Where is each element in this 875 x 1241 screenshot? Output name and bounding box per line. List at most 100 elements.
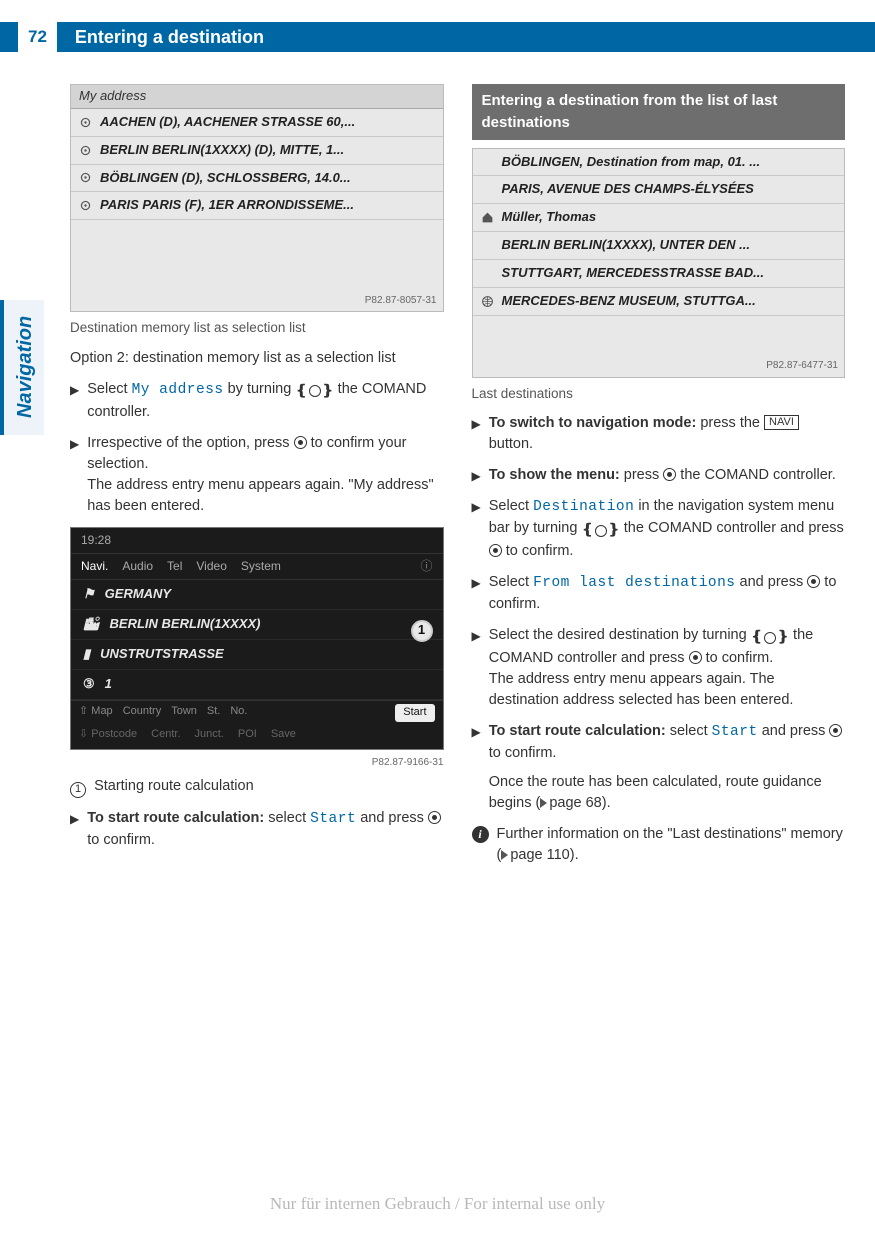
text: to confirm.: [702, 650, 774, 666]
screenshot-caption: Destination memory list as selection lis…: [70, 318, 444, 338]
screenshot-last-destinations: BÖBLINGEN, Destination from map, 01. ...…: [472, 148, 846, 378]
screenshot-address-entry: 19:28 Navi. Audio Tel Video System ⓘ ⚑GE…: [70, 527, 444, 750]
step-title: To show the menu:: [489, 467, 620, 483]
screenshot-bottom-bar-2: ⇩ Postcode Centr. Junct. POI Save: [71, 725, 443, 749]
step: ▶ To switch to navigation mode: press th…: [472, 413, 846, 455]
step: ▶ To start route calculation: select Sta…: [70, 808, 444, 851]
clock-text: 19:28: [81, 532, 111, 549]
screenshot-caption: Last destinations: [472, 384, 846, 404]
list-item: ▮ UNSTRUTSTRASSE: [71, 640, 443, 670]
step-body: To start route calculation: select Start…: [489, 721, 845, 814]
turn-controller-icon: ❴❵: [295, 381, 333, 402]
list-item: Müller, Thomas: [473, 204, 845, 232]
text: to confirm.: [87, 832, 155, 848]
text: Starting route calculation: [94, 778, 254, 794]
text: The address entry menu appears again. "M…: [87, 477, 433, 514]
left-column: My address AACHEN (D), AACHENER STRASSE …: [70, 84, 444, 866]
list-item: PARIS, AVENUE DES CHAMPS-ÉLYSÉES: [473, 176, 845, 204]
press-controller-icon: [663, 468, 676, 481]
menu-item: ⇧ Map: [79, 704, 113, 722]
text: to confirm.: [489, 745, 557, 761]
list-item-text: UNSTRUTSTRASSE: [100, 645, 224, 664]
screenshot-bottom-bar: ⇧ Map Country Town St. No. Start: [71, 700, 443, 725]
target-icon: [79, 144, 92, 157]
menu-item: ⇩ Postcode: [79, 727, 137, 743]
text: select: [264, 810, 310, 826]
text: Select: [489, 574, 533, 590]
list-item: STUTTGART, MERCEDESSTRASSE BAD...: [473, 260, 845, 288]
paragraph: Option 2: destination memory list as a s…: [70, 348, 444, 369]
navi-button-icon: NAVI: [764, 415, 799, 430]
road-icon: ▮: [83, 645, 90, 664]
step-body: Select My address by turning ❴❵ the COMA…: [87, 379, 443, 423]
menu-item: POI: [238, 727, 257, 743]
step: ▶ Select My address by turning ❴❵ the CO…: [70, 379, 444, 423]
side-tab-label: Navigation: [11, 316, 40, 418]
screenshot-top-bar: 19:28: [71, 528, 443, 554]
turn-controller-icon: ❴❵: [581, 520, 619, 541]
header-bar: 72 Entering a destination: [0, 22, 875, 52]
section-heading: Entering a destination from the list of …: [472, 84, 846, 140]
city-icon: 🏙: [83, 615, 100, 634]
info-body: Further information on the "Last destina…: [497, 824, 846, 866]
page-ref-icon: [501, 850, 508, 860]
step: ▶ Select Destination in the navigation s…: [472, 496, 846, 562]
start-button: Start: [395, 704, 434, 722]
callout-legend: 1 Starting route calculation: [70, 776, 444, 798]
step-body: To switch to navigation mode: press the …: [489, 413, 845, 455]
list-item-text: 1: [105, 675, 112, 694]
text: The address entry menu appears again. Th…: [489, 671, 794, 708]
step: ▶ Select From last destinations and pres…: [472, 572, 846, 615]
screenshot-tag: P82.87-9166-31: [70, 756, 444, 771]
text: the COMAND controller and press: [620, 520, 844, 536]
list-item-text: PARIS PARIS (F), 1ER ARRONDISSEME...: [100, 196, 354, 215]
info-small-icon: ⓘ: [420, 558, 432, 575]
menu-option-text: Start: [310, 811, 356, 827]
step-marker-icon: ▶: [472, 465, 481, 486]
step-body: Irrespective of the option, press to con…: [87, 433, 443, 517]
text: and press: [758, 723, 830, 739]
turn-controller-icon: ❴❵: [751, 627, 789, 648]
globe-icon: [481, 295, 494, 308]
text: to confirm.: [502, 543, 574, 559]
press-controller-icon: [489, 544, 502, 557]
watermark-text: Nur für internen Gebrauch / For internal…: [0, 1192, 875, 1217]
list-item: MERCEDES-BENZ MUSEUM, STUTTGA...: [473, 288, 845, 316]
list-item: ⚑GERMANY: [71, 580, 443, 610]
text: select: [666, 723, 712, 739]
home-icon: [481, 211, 494, 224]
step: ▶ Select the desired destination by turn…: [472, 625, 846, 711]
list-item: BÖBLINGEN, Destination from map, 01. ...: [473, 149, 845, 177]
page-title: Entering a destination: [75, 24, 264, 50]
text: Once the route has been calculated, rout…: [489, 774, 822, 811]
text: press: [620, 467, 664, 483]
list-item: AACHEN (D), AACHENER STRASSE 60,...: [71, 109, 443, 137]
menu-item: Junct.: [195, 727, 224, 743]
text: Select: [489, 498, 533, 514]
page-number: 72: [18, 22, 57, 52]
flag-icon: ⚑: [83, 585, 95, 604]
list-item-text: AACHEN (D), AACHENER STRASSE 60,...: [100, 113, 355, 132]
menu-item: Save: [271, 727, 296, 743]
screenshot-title: My address: [71, 85, 443, 109]
step-marker-icon: ▶: [70, 808, 79, 851]
step-body: Select Destination in the navigation sys…: [489, 496, 845, 562]
tab: Navi.: [81, 558, 108, 575]
list-item: 🏙 BERLIN BERLIN(1XXXX): [71, 610, 443, 640]
menu-item: St.: [207, 704, 220, 722]
step-body: Select From last destinations and press …: [489, 572, 845, 615]
list-item-text: BERLIN BERLIN(1XXXX), UNTER DEN ...: [502, 236, 750, 255]
tab: System: [241, 558, 281, 575]
info-note: i Further information on the "Last desti…: [472, 824, 846, 866]
step-marker-icon: ▶: [70, 379, 79, 423]
text: ).: [570, 847, 579, 863]
target-icon: [79, 199, 92, 212]
menu-option-text: Destination: [533, 499, 634, 515]
list-item-text: MERCEDES-BENZ MUSEUM, STUTTGA...: [502, 292, 756, 311]
num-icon: ③: [83, 675, 95, 694]
circled-number-icon: 1: [70, 782, 86, 798]
tab: Audio: [122, 558, 153, 575]
step-title: To switch to navigation mode:: [489, 415, 697, 431]
screenshot-memory-list: My address AACHEN (D), AACHENER STRASSE …: [70, 84, 444, 312]
list-item-text: BERLIN BERLIN(1XXXX): [110, 615, 261, 634]
